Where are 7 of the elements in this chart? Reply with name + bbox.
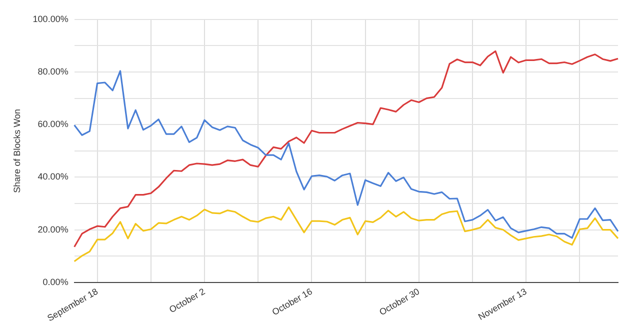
y-axis-title: Share of Blocks Won: [12, 108, 22, 193]
y-tick-label: 80.00%: [38, 66, 68, 76]
y-tick-label: 0.00%: [42, 276, 68, 287]
y-tick-label: 60.00%: [38, 119, 68, 130]
y-tick-label: 20.00%: [38, 224, 68, 234]
y-tick-label: 40.00%: [38, 172, 68, 182]
y-tick-label: 100.00%: [32, 14, 68, 24]
